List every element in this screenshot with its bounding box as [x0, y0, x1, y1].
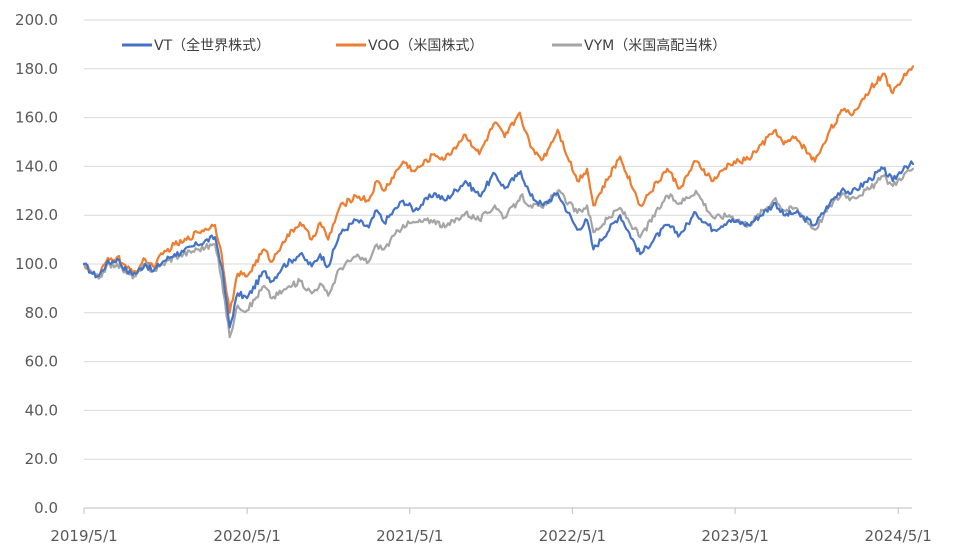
x-tick-label: 2019/5/1	[50, 527, 117, 545]
series-lines	[82, 65, 914, 339]
y-tick-label: 80.0	[25, 304, 58, 322]
legend: VT（全世界株式） VOO（米国株式） VYM（米国高配当株）	[122, 37, 726, 54]
y-tick-label: 40.0	[25, 401, 58, 419]
legend-label: VYM（米国高配当株）	[584, 37, 726, 54]
legend-label: VOO（米国株式）	[368, 38, 483, 54]
x-tick-label: 2022/5/1	[539, 527, 606, 545]
y-tick-label: 60.0	[25, 353, 58, 371]
legend-item-1: VT（全世界株式）	[122, 37, 270, 54]
x-tick-label: 2020/5/1	[213, 527, 280, 545]
y-tick-label: 180.0	[15, 60, 58, 78]
y-tick-label: 120.0	[15, 206, 58, 224]
y-tick-label: 20.0	[25, 450, 58, 468]
x-tick-label: 2023/5/1	[701, 527, 768, 545]
legend-label: VT（全世界株式）	[154, 37, 270, 54]
x-tick-label: 2021/5/1	[376, 527, 443, 545]
x-tick-label: 2024/5/1	[864, 527, 931, 545]
y-tick-label: 200.0	[15, 11, 58, 29]
series-line-3	[82, 167, 914, 339]
x-axis: 2019/5/1 2020/5/1 2021/5/1 2022/5/1 2023/5/1…	[50, 507, 932, 545]
y-axis: 0.0 20.0 40.0 60.0 80.0 100.0 120.0 140.0 160.0 1…	[15, 11, 58, 517]
y-tick-label: 160.0	[15, 109, 58, 127]
series-line-1	[82, 160, 914, 329]
series-line-2	[82, 65, 914, 314]
y-tick-label: 100.0	[15, 255, 58, 273]
legend-item-3: VYM（米国高配当株）	[552, 37, 726, 54]
grid-lines	[84, 19, 912, 460]
legend-item-2: VOO（米国株式）	[336, 38, 483, 54]
y-tick-label: 0.0	[34, 499, 58, 517]
y-tick-label: 140.0	[15, 157, 58, 175]
